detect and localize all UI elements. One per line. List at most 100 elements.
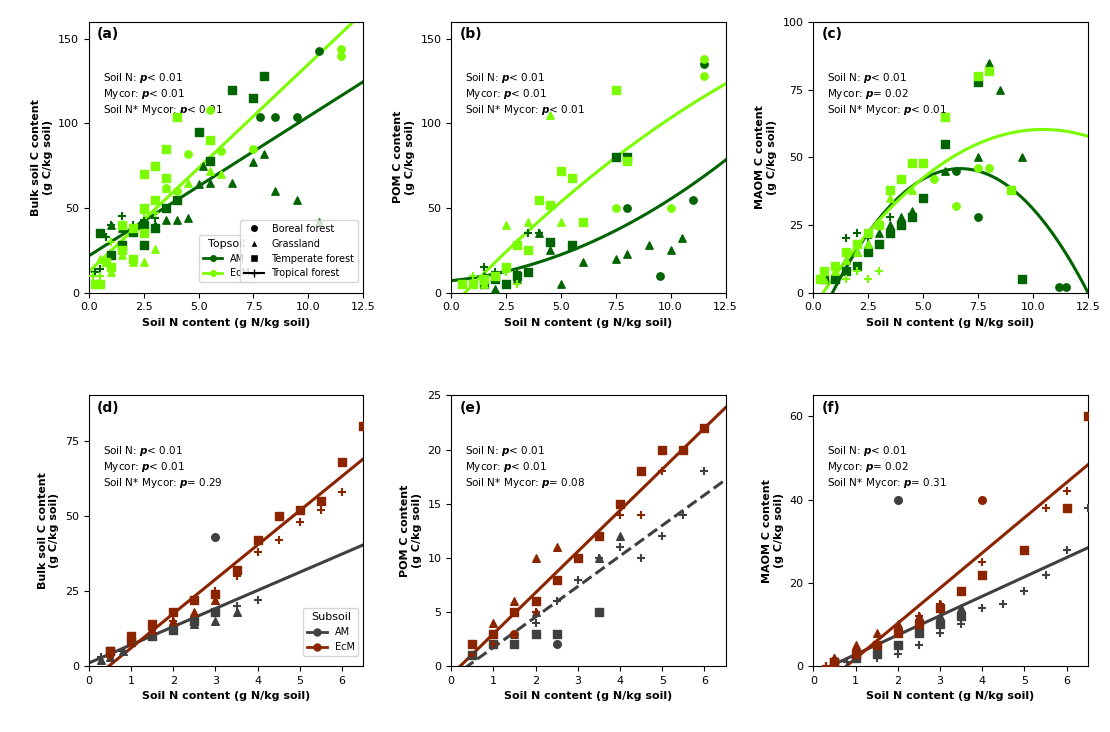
Point	[113, 223, 131, 234]
Point	[892, 173, 910, 184]
Point	[633, 509, 650, 520]
Point	[102, 236, 120, 247]
Point	[185, 618, 203, 630]
Point	[91, 253, 109, 265]
Point	[91, 228, 109, 239]
Point	[312, 504, 330, 515]
Point	[1016, 544, 1033, 556]
Point	[124, 253, 142, 265]
Point	[848, 260, 866, 272]
Point	[892, 219, 910, 231]
Point	[505, 628, 523, 640]
Point	[122, 636, 140, 648]
X-axis label: Soil N content (g N/kg soil): Soil N content (g N/kg soil)	[504, 692, 673, 701]
Point	[486, 283, 504, 295]
Point	[255, 148, 273, 160]
Point	[168, 214, 185, 225]
Point	[868, 640, 886, 651]
Point	[212, 168, 230, 180]
Point	[145, 219, 163, 231]
Point	[889, 640, 907, 651]
Point	[837, 273, 855, 285]
Point	[228, 606, 245, 618]
Point	[508, 266, 526, 278]
Point	[847, 648, 865, 660]
Point	[526, 628, 544, 640]
Point	[508, 236, 526, 247]
Point	[134, 256, 152, 268]
Point	[508, 239, 526, 251]
Text: Soil N: $\bfit{p}$< 0.01
Mycor: $\bfit{p}$= 0.02
Soil N* Mycor: $\bfit{p}$= 0.31: Soil N: $\bfit{p}$< 0.01 Mycor: $\bfit{p…	[827, 444, 947, 490]
Point	[497, 261, 515, 273]
Text: (b): (b)	[460, 27, 482, 42]
Point	[889, 627, 907, 638]
Point	[568, 552, 586, 564]
Point	[311, 216, 329, 228]
Point	[333, 456, 351, 468]
Point	[143, 630, 161, 642]
Point	[311, 45, 329, 56]
Legend: Boreal forest, Grassland, Temperate forest, Tropical forest: Boreal forest, Grassland, Temperate fore…	[241, 220, 359, 283]
Point	[675, 509, 693, 520]
Point	[289, 194, 306, 206]
Point	[695, 53, 713, 65]
Point	[484, 617, 502, 629]
Point	[837, 265, 855, 277]
Point	[541, 236, 558, 247]
Point	[673, 233, 690, 244]
Point	[847, 648, 865, 660]
Point	[87, 278, 104, 290]
Point	[541, 109, 558, 121]
Point	[529, 228, 547, 239]
Point	[255, 70, 273, 82]
Point	[101, 645, 119, 657]
Point	[332, 43, 350, 55]
Point	[827, 260, 845, 272]
Point	[475, 278, 493, 290]
Point	[991, 83, 1009, 95]
Point	[612, 498, 629, 509]
Point	[463, 638, 481, 650]
Point	[113, 219, 131, 231]
Point	[124, 223, 142, 234]
Point	[848, 246, 866, 258]
Point	[475, 278, 493, 290]
Point	[826, 652, 844, 664]
Point	[881, 227, 899, 239]
Point	[223, 83, 241, 95]
Point	[484, 638, 502, 650]
Point	[591, 552, 608, 564]
Point	[134, 219, 152, 231]
Point	[270, 510, 287, 522]
Point	[859, 238, 877, 250]
Point	[185, 615, 203, 627]
Point	[591, 606, 608, 618]
Point	[486, 273, 504, 285]
Point	[486, 270, 504, 282]
Point	[816, 273, 834, 285]
Point	[607, 152, 625, 163]
Point	[915, 157, 932, 168]
Point	[145, 207, 163, 219]
Point	[84, 270, 102, 282]
Point	[826, 656, 844, 668]
Point	[827, 260, 845, 272]
Point	[547, 574, 565, 586]
Point	[102, 261, 120, 273]
Point	[134, 214, 152, 225]
Point	[904, 206, 921, 217]
Point	[84, 270, 102, 282]
Point	[868, 652, 886, 664]
Point	[980, 56, 998, 68]
Point	[270, 534, 287, 545]
X-axis label: Soil N content (g N/kg soil): Soil N content (g N/kg soil)	[867, 692, 1035, 701]
Point	[244, 157, 262, 168]
Point	[1037, 502, 1054, 514]
Point	[618, 154, 636, 166]
Point	[333, 486, 351, 498]
Point	[505, 628, 523, 640]
Point	[194, 160, 212, 171]
Point	[91, 263, 109, 274]
Point	[143, 630, 161, 642]
Point	[969, 152, 987, 163]
